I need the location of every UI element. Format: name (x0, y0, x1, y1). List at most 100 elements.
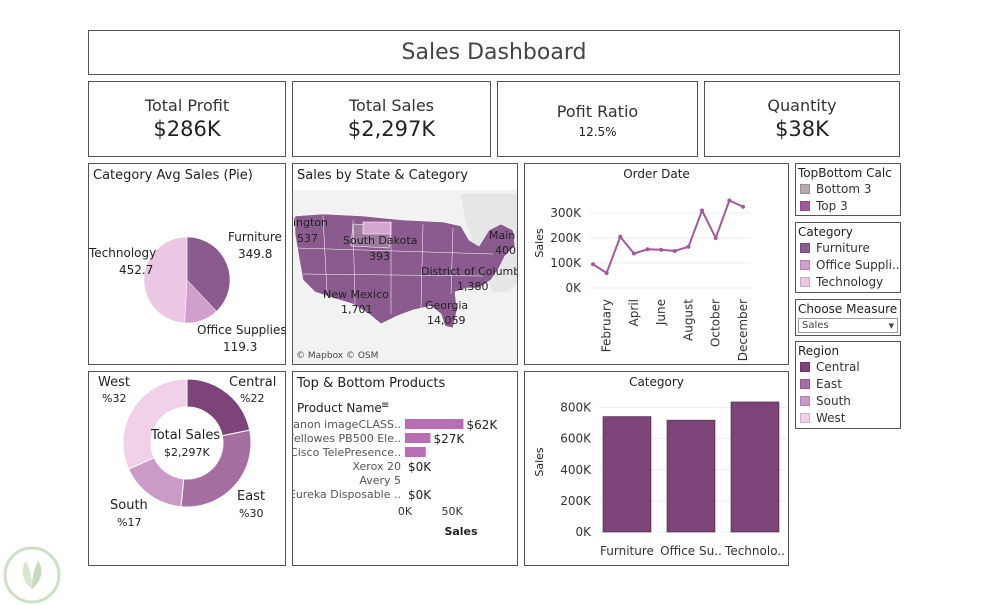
x-tick-label: February (600, 299, 614, 352)
donut-slice-west[interactable] (122, 378, 188, 470)
state-border (420, 223, 424, 309)
category-bar-chart[interactable]: 0K 200K 400K 600K 800K Sales Furniture Office S… (525, 372, 789, 566)
us-states[interactable] (294, 213, 516, 329)
filter-item-office-supplies[interactable]: Office Suppli.. (796, 256, 900, 273)
donut-label-south: South (110, 498, 148, 513)
line-point[interactable] (645, 247, 650, 252)
y-tick-label: 400K (560, 463, 592, 477)
chevron-down-icon: ▼ (888, 321, 894, 330)
product-name[interactable]: Cisco TelePresence.. (293, 446, 401, 459)
sales-line[interactable] (592, 199, 744, 275)
swatch-icon (800, 242, 810, 253)
sales-map-panel[interactable]: Sales by State & Category ington 537 Sou… (292, 163, 518, 365)
legend-item-central[interactable]: Central (796, 358, 900, 375)
product-name[interactable]: Eureka Disposable .. (293, 488, 401, 501)
y-tick-label: 0K (575, 525, 592, 539)
x-tick-label: 50K (442, 505, 464, 518)
product-name[interactable]: Canon imageCLASS.. (293, 418, 401, 431)
measure-dropdown[interactable]: Sales ▼ (798, 318, 898, 333)
x-tick-label: October (709, 299, 723, 347)
product-column-header[interactable]: Product Name (297, 401, 382, 415)
swatch-icon (800, 259, 810, 270)
product-name[interactable]: Avery 5 (359, 474, 401, 487)
category-bar[interactable] (730, 401, 780, 533)
x-tick-label: April (627, 299, 641, 326)
top-bottom-products-panel[interactable]: Top & Bottom Products Product Name ≡ Can… (292, 371, 518, 566)
line-point[interactable] (604, 271, 609, 275)
donut-pct-central: %22 (240, 392, 265, 405)
map-value-maine: 400 (495, 244, 516, 257)
donut-center-label: Total Sales (151, 428, 221, 443)
map-label-south-dakota: South Dakota (343, 234, 418, 247)
dashboard-title-bar: Sales Dashboard (88, 30, 900, 75)
legend-item-east[interactable]: East (796, 375, 900, 392)
sort-icon[interactable]: ≡ (381, 400, 390, 411)
category-filter[interactable]: Category Furniture Office Suppli.. Techn… (795, 222, 901, 293)
y-tick-label: 300K (550, 206, 582, 220)
filter-item-label: Furniture (816, 240, 870, 255)
filter-item-furniture[interactable]: Furniture (796, 239, 900, 256)
us-sales-map[interactable] (293, 164, 518, 365)
line-point[interactable] (659, 247, 664, 252)
line-point[interactable] (713, 236, 718, 240)
region-donut-chart[interactable] (89, 372, 286, 566)
panel-title: Order Date (623, 167, 690, 181)
line-point[interactable] (727, 198, 732, 203)
state-border (302, 273, 484, 277)
filter-item-label: Technology (816, 274, 884, 289)
product-bar[interactable] (405, 447, 426, 457)
pie-slice-2[interactable] (143, 236, 188, 324)
donut-label-central: Central (229, 375, 277, 390)
swatch-icon (800, 412, 810, 423)
filter-item-label: Office Suppli.. (816, 257, 900, 272)
pie-value-office: 119.3 (223, 340, 258, 354)
product-name[interactable]: Fellowes PB500 Ele.. (293, 432, 401, 445)
region-donut-panel[interactable]: Total Sales $2,297K Central %22 East %30… (88, 371, 286, 566)
kpi-profit-ratio[interactable]: Pofit Ratio 12.5% (497, 81, 698, 157)
y-axis-label: Sales (533, 228, 546, 258)
region-legend[interactable]: Region Central East South West (795, 341, 901, 429)
order-date-panel[interactable]: Order Date 0K 100K 200K 300K Sales February Ap… (524, 163, 789, 365)
legend-item-south[interactable]: South (796, 392, 900, 409)
category-pie-chart[interactable] (89, 164, 286, 365)
category-bar[interactable] (602, 416, 652, 533)
line-point[interactable] (700, 208, 705, 213)
line-point[interactable] (618, 234, 623, 239)
pie-slice-0[interactable] (186, 236, 231, 312)
kpi-total-sales[interactable]: Total Sales $2,297K (292, 81, 491, 157)
line-point[interactable] (631, 251, 636, 256)
panel-title: Top & Bottom Products (297, 376, 446, 391)
category-pie-panel[interactable]: Category Avg Sales (Pie) Furniture 349.8… (88, 163, 286, 365)
products-bar-chart[interactable]: Canon imageCLASS.. $62K Fellowes PB500 Ele… (293, 372, 518, 566)
y-tick-label: 200K (560, 494, 592, 508)
product-name[interactable]: Xerox 20 (353, 460, 402, 473)
filter-title: Choose Measure (798, 302, 898, 316)
line-point[interactable] (591, 262, 595, 267)
pie-value-technology: 452.7 (119, 263, 154, 277)
filter-item-technology[interactable]: Technology (796, 273, 900, 290)
kpi-label: Quantity (767, 96, 837, 115)
swatch-icon (800, 361, 810, 372)
line-point[interactable] (672, 249, 677, 253)
line-point[interactable] (686, 244, 691, 249)
topbottom-filter[interactable]: TopBottom Calc Bottom 3 Top 3 (795, 163, 901, 216)
product-bar[interactable] (405, 419, 464, 429)
legend-item-west[interactable]: West (796, 409, 900, 426)
filter-item-top-3[interactable]: Top 3 (796, 197, 900, 214)
category-bar-panel[interactable]: Category 0K 200K 400K 600K 800K Sales Furnitur… (524, 371, 789, 566)
filter-item-bottom-3[interactable]: Bottom 3 (796, 180, 900, 197)
kpi-total-profit[interactable]: Total Profit $286K (88, 81, 286, 157)
measure-parameter[interactable]: Choose Measure Sales ▼ (795, 299, 901, 336)
category-bar[interactable] (666, 419, 716, 533)
line-point[interactable] (741, 204, 745, 209)
kpi-quantity[interactable]: Quantity $38K (704, 81, 900, 157)
x-tick-label: June (654, 299, 668, 326)
kpi-value: $2,297K (347, 117, 436, 141)
x-tick-label: 0K (398, 505, 413, 518)
state-north-dakota[interactable] (362, 221, 392, 235)
pie-label-office: Office Supplies (197, 323, 286, 337)
map-attribution[interactable]: © Mapbox © OSM (296, 351, 379, 361)
order-date-line-chart[interactable]: 0K 100K 200K 300K Sales February April June Augu… (525, 164, 789, 365)
x-tick-label: Furniture (600, 544, 654, 558)
product-bar[interactable] (405, 433, 431, 443)
